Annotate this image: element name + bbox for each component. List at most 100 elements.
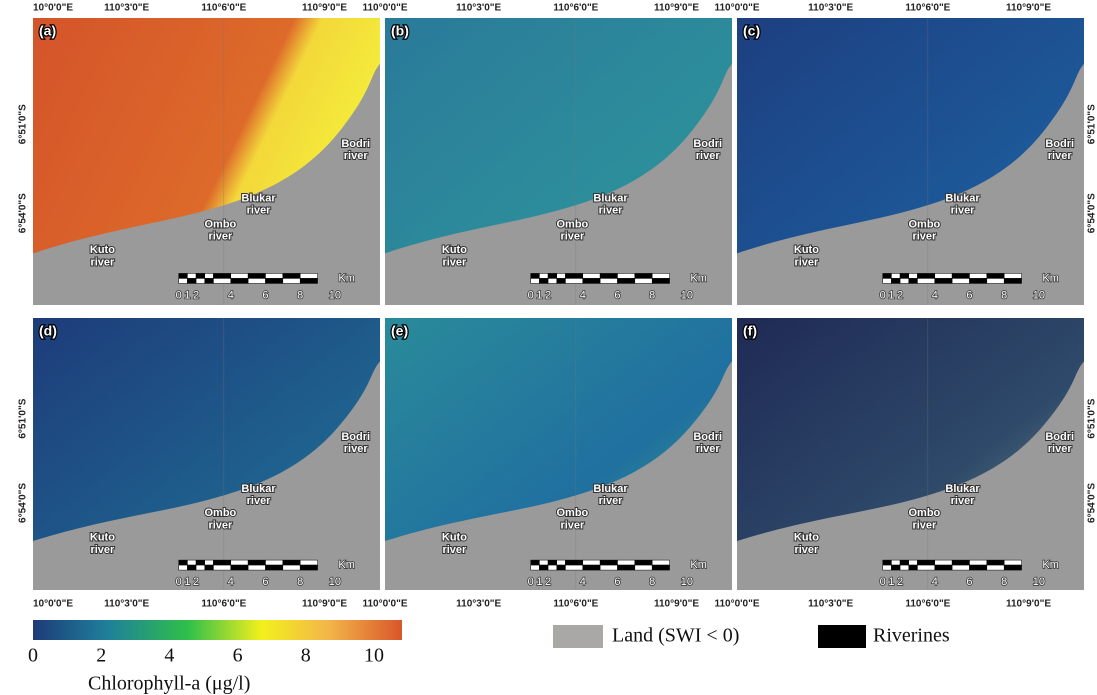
scale-seg <box>300 273 317 278</box>
map-panel: (d)KutoriverOmboriverBlukarriverBodririv… <box>33 318 380 590</box>
scale-seg <box>883 565 892 570</box>
river-label: Omboriver <box>908 507 940 531</box>
scale-tick: 1 <box>184 289 190 301</box>
scale-seg <box>539 560 548 565</box>
scale-unit: Km <box>338 272 355 284</box>
scale-unit: Km <box>1042 272 1059 284</box>
figure: Chlorophyll-a (μg/l) Land (SWI < 0) Rive… <box>0 0 1097 695</box>
scale-seg <box>583 565 600 570</box>
scale-seg <box>265 278 282 283</box>
scale-seg <box>652 560 669 565</box>
scale-seg <box>187 560 196 565</box>
lon-label: 110°6'0"E <box>905 3 950 14</box>
scale-seg <box>557 273 566 278</box>
land-swatch <box>553 625 603 648</box>
scale-seg <box>539 273 548 278</box>
scale-tick: 6 <box>966 576 972 588</box>
scale-tick: 0 <box>176 289 182 301</box>
scale-tick: 6 <box>262 576 268 588</box>
colorbar-tick: 6 <box>233 645 243 667</box>
panel-label: (b) <box>391 23 409 39</box>
panel-label: (c) <box>743 23 760 39</box>
scale-seg <box>617 565 634 570</box>
scale-tick: 10 <box>681 576 693 588</box>
scale-seg <box>213 560 230 565</box>
lon-label: 110°3'0"E <box>808 599 853 610</box>
map-panel: (e)KutoriverOmboriverBlukarriverBodririv… <box>385 318 732 590</box>
panel-label: (e) <box>391 323 408 339</box>
scale-seg <box>652 278 669 283</box>
scale-seg <box>557 278 566 283</box>
river-label: Kutoriver <box>442 244 467 268</box>
scale-seg <box>987 278 1004 283</box>
scale-seg <box>1004 278 1021 283</box>
lat-label: 6°51'0"S <box>18 398 29 438</box>
scale-tick: 2 <box>193 289 199 301</box>
scale-seg <box>283 560 300 565</box>
scale-unit: Km <box>338 559 355 571</box>
scale-tick: 2 <box>897 289 903 301</box>
scale-seg <box>557 560 566 565</box>
lon-label: 110°9'0"E <box>1006 599 1051 610</box>
scale-tick: 4 <box>580 576 586 588</box>
scale-seg <box>548 560 557 565</box>
scale-seg <box>583 278 600 283</box>
scale-tick: 10 <box>1033 289 1045 301</box>
lon-label: 110°3'0"E <box>104 3 149 14</box>
scale-tick: 6 <box>966 289 972 301</box>
scale-unit: Km <box>690 559 707 571</box>
lon-label: 110°9'0"E <box>1006 3 1051 14</box>
scale-seg <box>935 273 952 278</box>
riverine-swatch <box>818 625 866 648</box>
scale-unit: Km <box>1042 559 1059 571</box>
scale-seg <box>969 273 986 278</box>
scale-tick: 10 <box>329 576 341 588</box>
scale-seg <box>565 273 582 278</box>
scale-seg <box>917 565 934 570</box>
scale-seg <box>196 565 205 570</box>
scale-seg <box>600 278 617 283</box>
scale-seg <box>952 278 969 283</box>
scale-seg <box>883 273 892 278</box>
scale-seg <box>196 560 205 565</box>
scale-tick: 0 <box>528 576 534 588</box>
scale-seg <box>531 565 540 570</box>
scale-seg <box>617 560 634 565</box>
scale-seg <box>935 565 952 570</box>
scale-seg <box>248 278 265 283</box>
scale-tick: 0 <box>880 576 886 588</box>
scale-tick: 8 <box>297 289 303 301</box>
scale-seg <box>600 560 617 565</box>
scale-seg <box>891 560 900 565</box>
scale-seg <box>283 273 300 278</box>
scale-tick: 4 <box>932 289 938 301</box>
scale-seg <box>891 565 900 570</box>
scale-seg <box>987 273 1004 278</box>
scale-tick: 1 <box>536 576 542 588</box>
river-label: Bodririver <box>341 138 370 162</box>
scale-seg <box>969 565 986 570</box>
scale-tick: 2 <box>193 576 199 588</box>
lat-label: 6°54'0"S <box>18 193 29 233</box>
river-label: Omboriver <box>556 218 588 242</box>
lon-label: 110°9'0"E <box>302 599 347 610</box>
scale-tick: 2 <box>545 576 551 588</box>
scale-tick: 8 <box>297 576 303 588</box>
scale-seg <box>652 565 669 570</box>
scale-seg <box>935 560 952 565</box>
scale-seg <box>652 273 669 278</box>
scale-seg <box>231 273 248 278</box>
scale-seg <box>548 278 557 283</box>
scale-seg <box>635 565 652 570</box>
colorbar <box>33 620 402 640</box>
scale-seg <box>952 273 969 278</box>
scale-tick: 1 <box>888 289 894 301</box>
scale-seg <box>909 273 918 278</box>
scale-tick: 1 <box>184 576 190 588</box>
scale-seg <box>900 273 909 278</box>
scale-seg <box>213 273 230 278</box>
